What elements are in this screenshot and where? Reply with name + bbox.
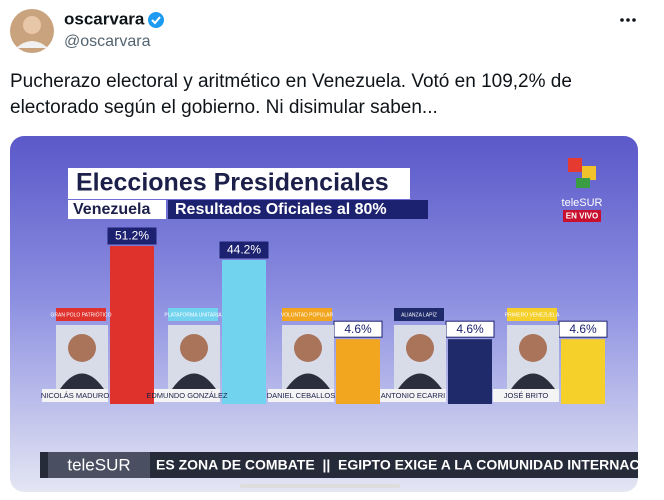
more-menu[interactable] bbox=[620, 18, 636, 22]
value-label: 44.2% bbox=[227, 243, 261, 257]
candidate-name: NICOLÁS MADURO bbox=[41, 391, 110, 400]
candidate-face bbox=[68, 334, 96, 362]
country: Venezuela bbox=[73, 201, 150, 218]
verified-badge bbox=[148, 12, 164, 28]
candidate-name: JOSÉ BRITO bbox=[504, 391, 549, 400]
avatar-face bbox=[23, 16, 41, 34]
candidate-suit bbox=[398, 373, 442, 389]
tweet-image[interactable]: Elecciones Presidenciales Venezuela Resu… bbox=[10, 136, 664, 492]
live-box bbox=[563, 210, 601, 222]
ticker-logo: teleSUR bbox=[67, 455, 130, 474]
bar bbox=[448, 339, 492, 404]
broadcaster-logo: teleSUR bbox=[562, 197, 603, 209]
value-label: 4.6% bbox=[569, 322, 597, 336]
name-label-box bbox=[380, 389, 446, 402]
value-label-box bbox=[107, 227, 157, 245]
name-label-box bbox=[268, 389, 334, 402]
party-label: ALIANZA LAPÍZ bbox=[401, 311, 437, 318]
party-label: GRAN POLO PATRIÓTICO bbox=[51, 311, 112, 318]
candidate-name: ANTONIO ECARRI bbox=[381, 391, 445, 400]
candidate-suit bbox=[511, 373, 555, 389]
party-label: VOLUNTAD POPULAR bbox=[281, 312, 334, 318]
avatar-shirt bbox=[16, 41, 48, 48]
video-progress bbox=[240, 484, 400, 488]
logo-square bbox=[568, 158, 582, 172]
candidate-suit bbox=[172, 373, 216, 389]
value-label-box bbox=[219, 241, 269, 259]
party-label-box bbox=[168, 308, 218, 321]
bar bbox=[110, 246, 154, 404]
candidate-face bbox=[406, 334, 434, 362]
display-name[interactable]: oscarvara bbox=[64, 9, 145, 28]
live-label: EN VIVO bbox=[566, 212, 598, 221]
logo-square bbox=[576, 178, 590, 188]
verified-check bbox=[151, 16, 161, 25]
candidate-face bbox=[519, 334, 547, 362]
logo-square bbox=[582, 166, 596, 180]
candidate-suit bbox=[60, 373, 104, 389]
ticker-logo-box bbox=[48, 452, 150, 478]
value-label: 4.6% bbox=[456, 322, 484, 336]
chart-title: Elecciones Presidenciales bbox=[76, 169, 389, 197]
country-box bbox=[68, 200, 166, 219]
ticker-text: ES ZONA DE COMBATE || EGIPTO EXIGE A LA … bbox=[156, 457, 664, 473]
bar bbox=[336, 339, 380, 404]
bar-chart: 51.2% GRAN POLO PATRIÓTICO NICOLÁS MADURO 4… bbox=[41, 227, 608, 404]
party-label-box bbox=[394, 308, 444, 321]
value-label: 51.2% bbox=[115, 229, 149, 243]
party-label-box bbox=[507, 308, 557, 321]
party-label: PRIMERO VENEZUELA bbox=[505, 312, 560, 318]
tweet-text: electorado según el gobierno. Ni disimul… bbox=[10, 97, 438, 118]
party-label: PLATAFORMA UNITARIA bbox=[164, 312, 222, 318]
bar bbox=[222, 260, 266, 404]
name-label-box bbox=[42, 389, 108, 402]
value-label: 4.6% bbox=[344, 322, 372, 336]
party-label-box bbox=[56, 308, 106, 321]
name-label-box bbox=[493, 389, 559, 402]
candidate-face bbox=[294, 334, 322, 362]
tweet-text: Pucherazo electoral y aritmético en Vene… bbox=[10, 71, 572, 92]
handle[interactable]: @oscarvara bbox=[64, 33, 151, 50]
candidate-suit bbox=[286, 373, 330, 389]
bar bbox=[561, 339, 605, 404]
name-label-box bbox=[154, 389, 220, 402]
subtitle-box bbox=[168, 200, 428, 219]
candidate-face bbox=[180, 334, 208, 362]
candidate-name: EDMUNDO GONZÁLEZ bbox=[146, 391, 228, 400]
party-label-box bbox=[282, 308, 332, 321]
chart-subtitle: Resultados Oficiales al 80% bbox=[175, 201, 387, 218]
candidate-name: DANIEL CEBALLOS bbox=[267, 391, 336, 400]
title-banner bbox=[68, 168, 410, 199]
